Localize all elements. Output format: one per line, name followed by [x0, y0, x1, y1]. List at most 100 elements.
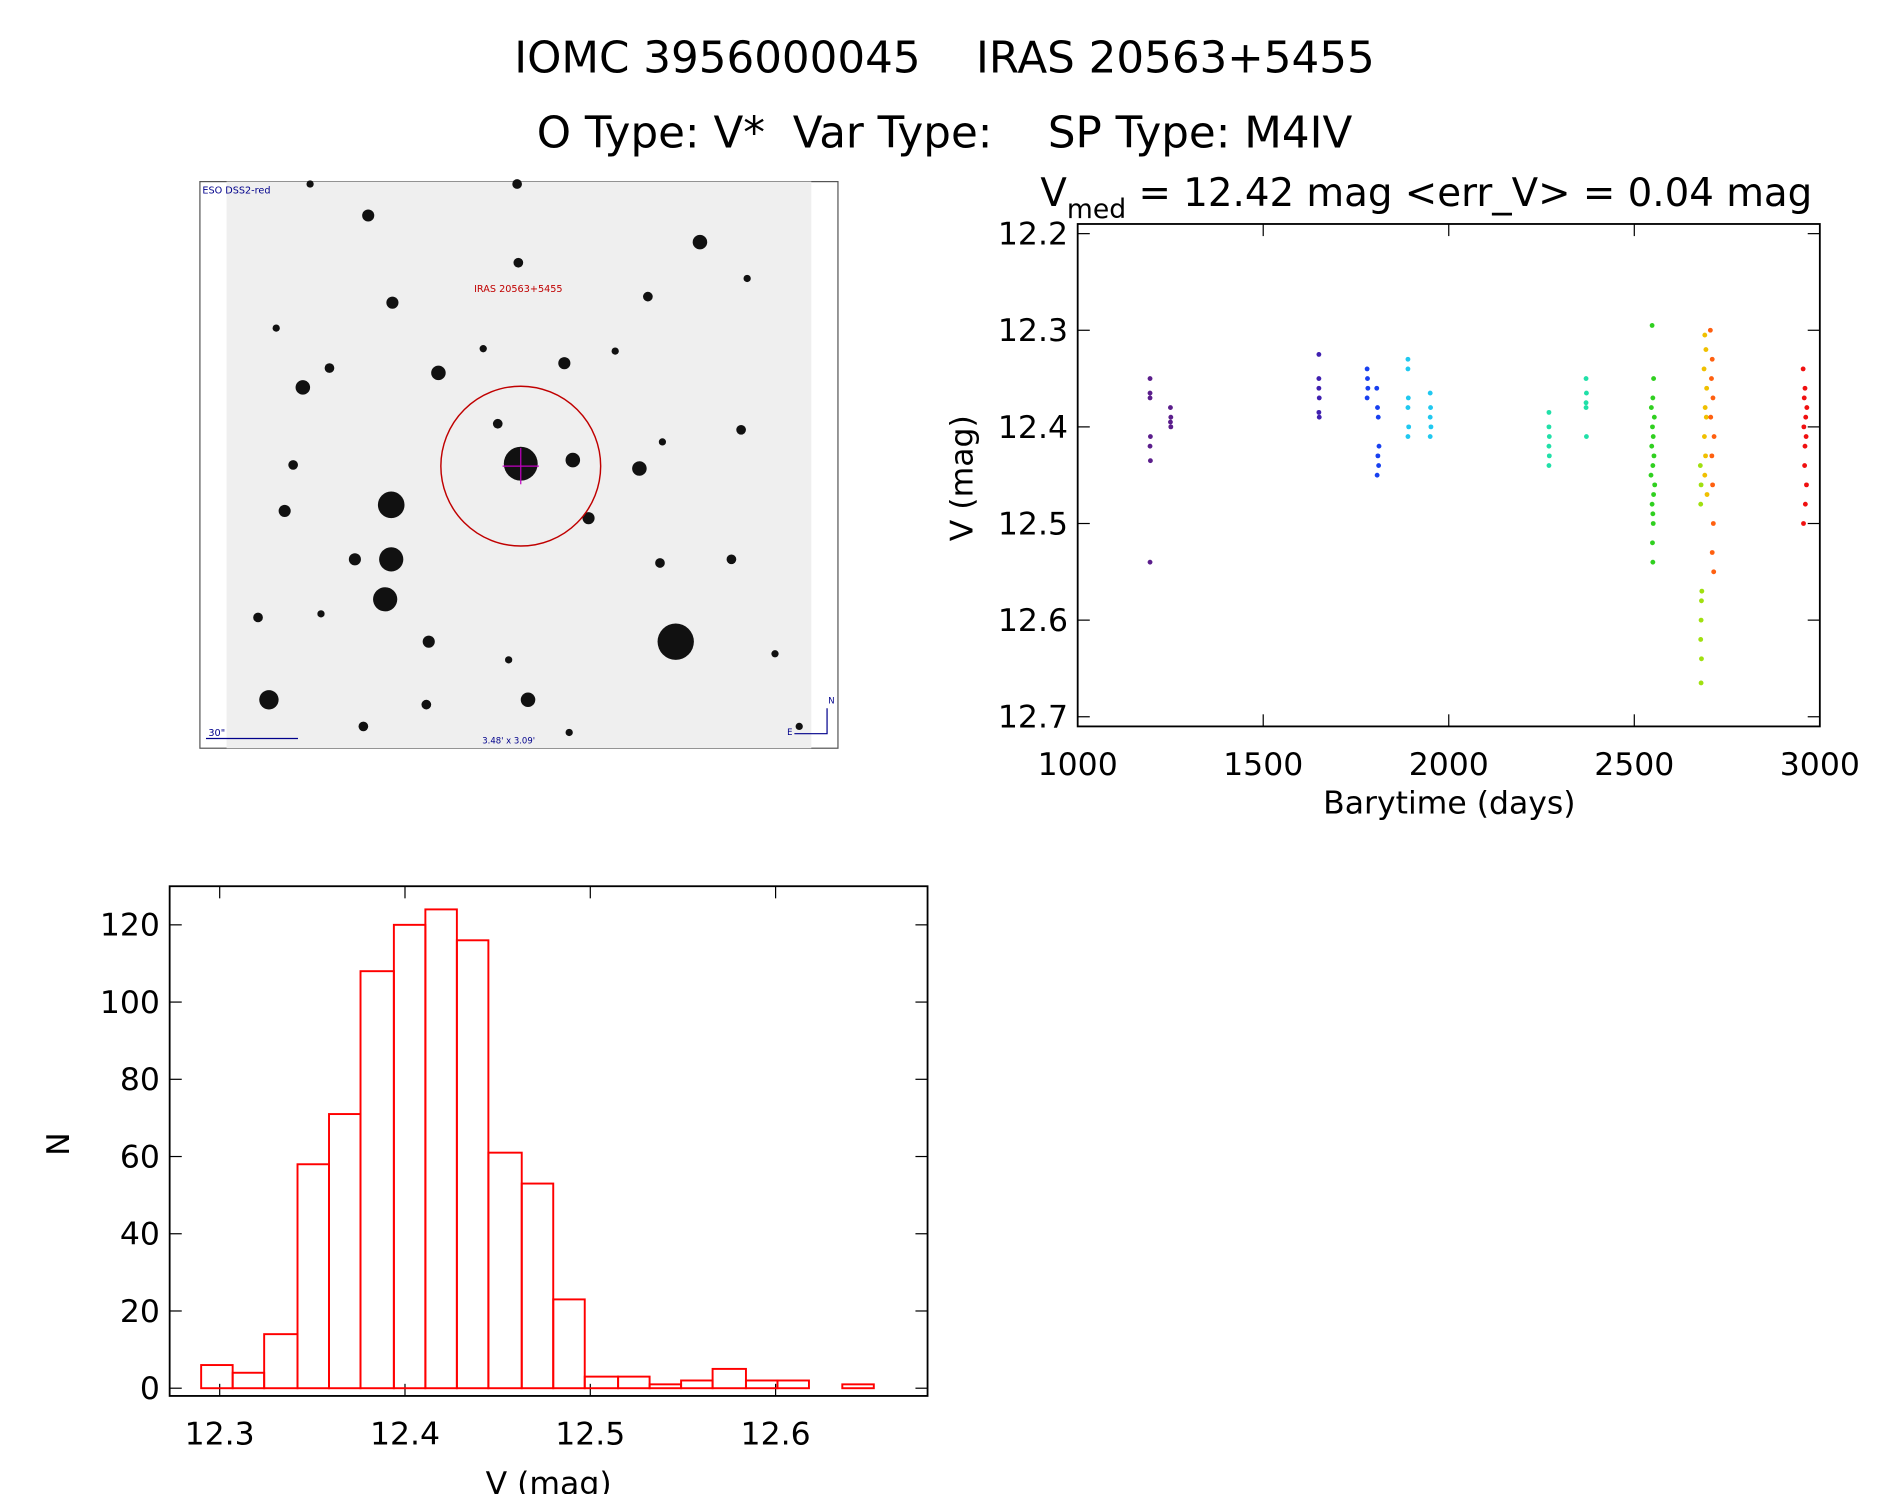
data-point	[1546, 409, 1552, 415]
x-tick-label: 12.6	[741, 1416, 811, 1452]
data-point	[1650, 463, 1656, 468]
data-point	[1649, 501, 1655, 507]
image-label: IRAS 20563+5455	[474, 284, 562, 295]
data-point	[1703, 453, 1708, 459]
data-point	[1147, 390, 1153, 396]
data-point	[1168, 405, 1173, 410]
data-point	[1697, 463, 1703, 468]
histogram-bar	[552, 1298, 586, 1390]
histogram-bar	[200, 1364, 234, 1390]
data-point	[1365, 385, 1371, 391]
data-point	[1649, 443, 1655, 449]
data-point	[1147, 434, 1153, 439]
data-point	[1698, 680, 1704, 686]
data-point	[1698, 637, 1704, 642]
data-point	[1546, 463, 1552, 468]
y-tick-label: 12.2	[998, 217, 1068, 253]
x-tick-label: 12.3	[185, 1416, 255, 1452]
histogram-bar	[392, 923, 427, 1390]
stars	[253, 179, 803, 737]
data-point	[1702, 405, 1708, 410]
data-point	[1803, 414, 1809, 420]
y-axis-label: N	[41, 1132, 77, 1156]
data-point	[1427, 390, 1433, 396]
data-point	[1375, 405, 1380, 410]
y-tick-label: 100	[100, 985, 160, 1021]
y-tick-label: 12.7	[998, 700, 1068, 736]
data-point	[1374, 472, 1380, 478]
subtitle-line: O Type: V* Var Type: SP Type: M4IV	[537, 109, 1353, 159]
image-label: 3.48' x 3.09'	[482, 735, 535, 745]
data-point	[1316, 395, 1322, 401]
data-point	[1365, 376, 1370, 381]
data-point	[1800, 366, 1806, 372]
data-point	[1699, 588, 1705, 594]
y-tick-label: 12.6	[998, 603, 1068, 639]
data-point	[1704, 492, 1710, 497]
data-point	[1316, 385, 1322, 391]
data-point	[1584, 434, 1589, 439]
plot-frame	[1076, 223, 1821, 728]
data-point	[1698, 501, 1704, 507]
histogram-bar	[648, 1383, 683, 1390]
y-tick-label: 12.4	[998, 410, 1068, 446]
data-point	[1168, 424, 1174, 430]
data-point	[1405, 434, 1411, 439]
data-point	[1703, 414, 1709, 420]
data-point	[1802, 463, 1808, 468]
x-tick-label: 12.5	[555, 1416, 625, 1452]
data-point	[1546, 434, 1552, 439]
data-point	[1801, 395, 1807, 401]
data-point	[1546, 453, 1552, 459]
y-tick-label: 60	[120, 1139, 160, 1175]
data-point	[1406, 424, 1412, 430]
x-tick-label: 1500	[1223, 747, 1303, 783]
data-point	[1708, 414, 1714, 420]
data-point	[1427, 414, 1433, 420]
histogram-bar	[680, 1379, 714, 1390]
title-subscript: med	[1067, 194, 1126, 225]
data-point	[1427, 434, 1433, 439]
chart-title: Vmed = 12.42 mag <err_V> = 0.04 mag	[1040, 171, 1812, 225]
x-tick-label: 2000	[1409, 747, 1489, 783]
y-tick-label: 80	[120, 1062, 160, 1098]
data-point	[1650, 540, 1655, 546]
y-tick-label: 12.5	[998, 506, 1068, 542]
data-point	[1650, 395, 1656, 401]
data-point	[1709, 376, 1714, 381]
data-point	[1405, 366, 1411, 372]
data-point	[1364, 395, 1370, 401]
data-point	[1652, 482, 1658, 488]
y-tick-label: 120	[100, 908, 160, 944]
compass	[794, 708, 828, 735]
histogram-bar	[841, 1383, 875, 1390]
data-point	[1804, 482, 1809, 488]
data-point	[1147, 458, 1153, 464]
plot-frame	[168, 885, 929, 1397]
data-point	[1374, 385, 1380, 391]
data-point	[1802, 443, 1808, 449]
image-label: ESO DSS2-red	[202, 186, 270, 197]
data-point	[1704, 385, 1710, 391]
y-axis-label: V (mag)	[944, 415, 980, 541]
data-point	[1375, 453, 1381, 459]
data-point	[1802, 385, 1808, 391]
data-point	[1710, 521, 1716, 526]
data-point	[1375, 414, 1381, 420]
histogram-bar	[296, 1163, 330, 1390]
data-point	[1316, 376, 1322, 381]
y-tick-label: 12.3	[998, 313, 1068, 349]
x-tick-label: 12.4	[370, 1416, 440, 1452]
data-point	[1699, 656, 1704, 662]
x-tick-label: 2500	[1594, 747, 1674, 783]
data-point	[1651, 414, 1657, 420]
histogram-bar	[231, 1371, 266, 1390]
y-tick-label: 0	[140, 1371, 160, 1407]
data-point	[1583, 400, 1589, 406]
x-axis-label: Barytime (days)	[1323, 786, 1575, 822]
data-point	[1711, 569, 1717, 575]
data-point	[1376, 463, 1382, 468]
title-line: IOMC 3956000045 IRAS 20563+5455	[514, 34, 1374, 84]
data-point	[1698, 617, 1704, 623]
